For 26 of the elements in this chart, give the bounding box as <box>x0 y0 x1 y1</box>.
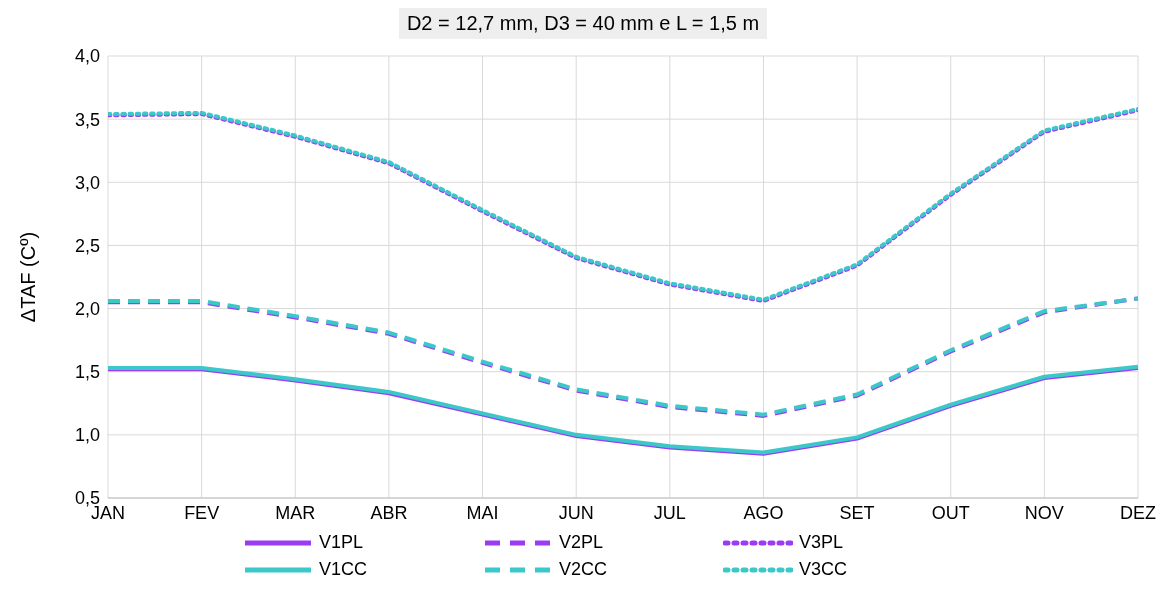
x-tick-label: JUN <box>558 502 594 523</box>
y-tick-label: 1,0 <box>74 425 100 446</box>
x-tick-label: JUL <box>653 502 686 523</box>
y-tick-label: 1,5 <box>74 362 100 383</box>
y-tick-label: 3,5 <box>74 109 100 130</box>
x-tick-label: ABR <box>370 502 408 523</box>
legend-label: V1CC <box>319 559 368 580</box>
legend-label: V2PL <box>559 532 604 553</box>
legend-label: V3CC <box>799 559 848 580</box>
y-tick-label: 3,0 <box>74 172 100 193</box>
legend-label: V1PL <box>319 532 364 553</box>
x-tick-label: MAI <box>466 502 499 523</box>
chart-title: D2 = 12,7 mm, D3 = 40 mm e L = 1,5 m <box>398 8 768 39</box>
x-tick-label: MAR <box>275 502 316 523</box>
x-tick-label: NOV <box>1024 502 1064 523</box>
legend-label: V3PL <box>799 532 844 553</box>
y-tick-label: 2,5 <box>74 235 100 256</box>
legend-label: V2CC <box>559 559 608 580</box>
y-axis-title: ΔTAF (Cº) <box>17 231 40 323</box>
x-tick-label: AGO <box>743 502 784 523</box>
x-tick-label: FEV <box>184 502 220 523</box>
y-tick-label: 2,0 <box>74 298 100 319</box>
x-tick-label: SET <box>839 502 875 523</box>
y-tick-label: 4,0 <box>74 46 100 67</box>
x-tick-label: DEZ <box>1120 502 1156 523</box>
x-tick-label: OUT <box>931 502 970 523</box>
